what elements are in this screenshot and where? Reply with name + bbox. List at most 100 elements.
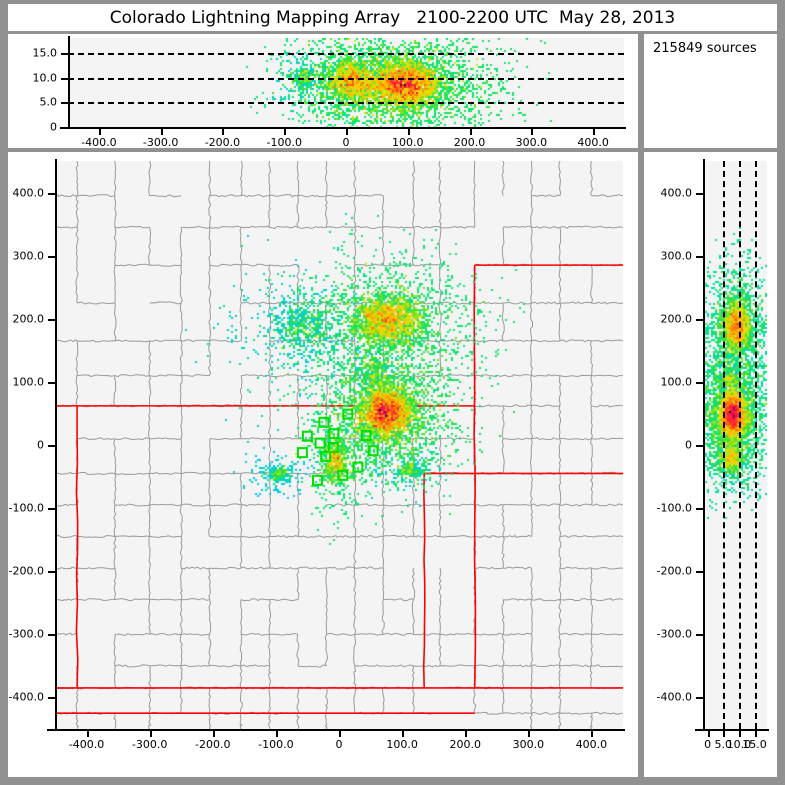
altitude-vs-north-south-plot-area	[703, 161, 767, 729]
y-tick-label: 100.0	[12, 375, 45, 389]
x-tick-label: -400.0	[68, 738, 105, 751]
y-tick-label: -300.0	[656, 627, 692, 641]
y-tick	[696, 445, 703, 447]
sources-count-panel: 215849 sources	[644, 34, 777, 148]
y-tick	[696, 318, 703, 321]
page-title: Colorado Lightning Mapping Array 2100-22…	[109, 7, 676, 28]
altitude-vs-east-west-scatter	[68, 38, 624, 127]
y-tick	[696, 255, 703, 258]
x-tick	[465, 731, 468, 737]
y-tick	[48, 318, 55, 321]
lma-station-marker	[360, 430, 372, 441]
lma-station-marker	[367, 445, 379, 457]
lma-station-marker	[337, 469, 349, 481]
y-tick-label: 15.0	[32, 46, 58, 60]
x-tick-label: 0	[335, 738, 343, 751]
x-tick-label: 300.0	[515, 136, 548, 149]
x-tick-label: 5.0	[714, 738, 733, 751]
x-tick	[284, 129, 287, 135]
y-tick	[48, 508, 55, 511]
x-tick	[275, 731, 278, 737]
y-tick-label: -400.0	[656, 690, 692, 704]
y-tick-label: 200.0	[12, 312, 45, 326]
x-tick-label: 0	[342, 136, 350, 149]
grid-line	[68, 102, 624, 105]
x-tick-label: 100.0	[392, 136, 424, 149]
x-tick-label: -300.0	[142, 136, 179, 149]
title-bar: Colorado Lightning Mapping Array 2100-22…	[8, 4, 777, 31]
x-tick	[98, 129, 101, 135]
lma-station-marker	[352, 461, 364, 473]
x-tick-label: 200.0	[453, 136, 486, 149]
y-tick	[696, 381, 703, 384]
x-tick	[346, 129, 348, 135]
y-tick-label: 100.0	[660, 375, 693, 389]
y-tick-label: 300.0	[660, 249, 693, 263]
x-tick	[407, 129, 410, 135]
lma-station-marker	[327, 442, 339, 453]
y-tick-label: -100.0	[656, 501, 692, 515]
x-tick	[86, 731, 89, 737]
lma-station-marker	[314, 437, 326, 449]
x-tick	[339, 731, 341, 737]
x-tick	[222, 129, 225, 135]
x-tick	[160, 129, 163, 135]
x-tick-label: -400.0	[81, 136, 117, 149]
y-tick-label: -400.0	[8, 690, 44, 704]
x-axis-line	[695, 729, 769, 731]
x-tick-label: 10.0	[726, 738, 752, 751]
x-tick	[149, 731, 152, 737]
x-tick-label: -300.0	[131, 738, 168, 751]
y-tick	[48, 381, 55, 384]
sources-count-label: 215849 sources	[653, 41, 757, 56]
x-axis-line	[60, 127, 626, 129]
x-tick-label: 200.0	[449, 738, 481, 751]
x-tick	[723, 731, 726, 737]
x-tick	[591, 731, 594, 737]
grid-line	[754, 161, 757, 729]
x-tick-label: 400.0	[575, 738, 608, 751]
grid-line	[723, 161, 726, 729]
y-tick	[696, 508, 703, 511]
y-tick-label: 0	[37, 438, 44, 452]
x-tick	[707, 731, 710, 737]
y-tick-label: 5.0	[39, 95, 58, 109]
y-axis-line	[68, 36, 70, 129]
y-tick-label: -200.0	[656, 564, 692, 578]
y-tick	[48, 571, 55, 574]
y-axis-line	[703, 159, 705, 731]
x-tick	[402, 731, 405, 737]
y-tick	[696, 697, 703, 700]
x-tick	[469, 129, 472, 135]
x-tick-label: -100.0	[258, 738, 294, 751]
y-tick-label: 300.0	[12, 249, 45, 263]
y-tick-label: 400.0	[660, 186, 693, 200]
x-tick-label: 15.0	[742, 738, 767, 751]
y-tick	[48, 634, 55, 637]
y-tick-label: -200.0	[8, 564, 44, 578]
plan-view-scatter	[55, 161, 623, 729]
altitude-vs-east-west-panel: -400.0 -300.0 -200.0 -100.0 0 100.0 200.0 300.0…	[8, 34, 638, 149]
y-tick	[48, 697, 55, 700]
x-tick	[754, 731, 757, 737]
x-tick-label: 400.0	[577, 136, 609, 149]
lma-station-marker	[301, 430, 313, 442]
y-tick	[48, 192, 55, 195]
x-tick	[593, 129, 596, 135]
lma-station-marker	[312, 474, 323, 486]
x-tick-label: -100.0	[266, 136, 302, 149]
y-tick	[696, 634, 703, 637]
x-tick	[738, 731, 741, 737]
y-tick-label: 0	[50, 120, 57, 134]
y-tick-label: 200.0	[660, 312, 693, 326]
y-tick	[61, 52, 68, 55]
altitude-vs-north-south-scatter	[703, 161, 767, 729]
y-tick	[48, 255, 55, 258]
x-tick-label: 0	[704, 738, 712, 751]
x-tick-label: -200.0	[204, 136, 241, 149]
y-tick	[61, 102, 68, 105]
plan-view-map-panel: -400.0 -300.0 -200.0 -100.0 0 100.0 200.0 300.0…	[8, 152, 638, 777]
grid-line	[68, 77, 624, 80]
x-tick-label: 300.0	[512, 738, 545, 751]
x-axis-line	[47, 729, 625, 731]
